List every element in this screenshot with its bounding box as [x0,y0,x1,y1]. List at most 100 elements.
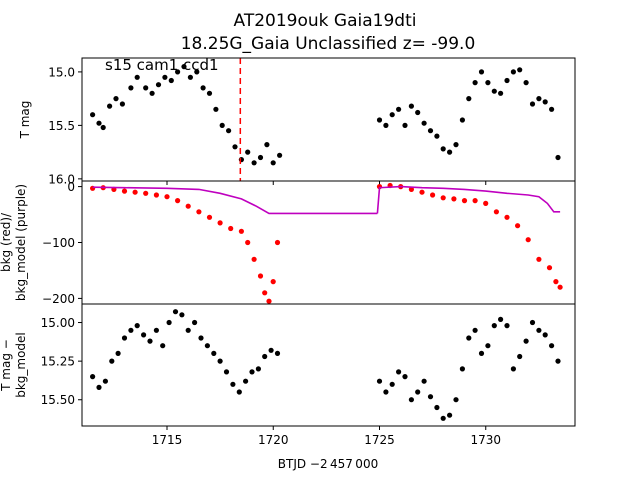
data-point [453,142,459,148]
bkg-point [262,290,268,296]
bkg-point [206,214,213,220]
bkg-point [419,189,425,195]
data-point [447,412,453,418]
bkg-point [461,198,468,204]
data-point [198,335,204,341]
y-tick-label: −200 [42,292,75,306]
data-point [498,316,504,322]
data-point [160,343,166,349]
data-point [510,69,516,75]
data-point [555,358,561,364]
data-point [143,85,149,91]
bkg-point [440,195,446,201]
data-point [274,350,281,356]
data-point [232,144,238,150]
data-point [134,323,140,329]
data-point [427,128,434,134]
bkg-point [557,284,563,290]
data-point [211,350,217,356]
data-point [491,88,497,94]
bkg-point [164,194,170,200]
data-point [270,160,276,166]
bkg-point [274,239,281,246]
bkg-point [175,198,181,204]
data-point [217,358,223,364]
data-point [119,101,125,107]
bkg-model-line [376,185,561,214]
data-point [113,96,119,102]
data-point [396,369,402,375]
data-point [245,149,251,155]
bkg-model-line [92,186,378,215]
bkg-point [504,214,510,220]
data-point [128,85,134,91]
data-point [498,90,504,96]
data-point [510,366,516,372]
data-point [504,323,510,329]
data-point [141,332,147,338]
data-point [194,69,200,75]
data-point [236,389,242,395]
data-point [121,335,128,341]
data-point [447,149,453,155]
data-point [264,142,270,148]
data-point [100,124,106,131]
data-point [517,353,523,360]
data-point [206,90,213,96]
y-axis-label: bkg_model [14,332,28,398]
data-point [251,160,257,166]
data-point [542,332,548,338]
data-point [109,358,115,364]
data-point [96,384,102,390]
panel-top: 15.0 15.5 16.0 T mag s15 cam1 ccd1 [18,56,576,186]
bkg-point [257,273,264,279]
data-point [472,80,478,86]
data-point [204,343,210,349]
data-point [192,319,198,326]
y-axis-label: T mag [18,101,32,140]
panel-annotation: s15 cam1 ccd1 [105,56,219,74]
data-point [149,90,155,96]
bkg-point [546,265,553,271]
bkg-point [228,225,234,232]
data-point [128,327,134,333]
data-point [434,133,440,139]
bkg-point [143,190,149,196]
data-point [402,122,408,128]
data-point [504,77,510,84]
data-point [549,343,555,349]
y-tick-label: 16.0 [48,172,75,186]
data-point [107,103,113,109]
data-point [529,101,536,107]
data-point [408,103,414,109]
data-point [90,374,96,380]
data-point [389,381,395,387]
data-point [453,397,459,403]
bkg-point [270,279,276,285]
data-point [549,106,555,112]
data-point [223,369,230,375]
bkg-point [515,223,521,229]
data-point [219,122,225,128]
data-point [402,374,408,380]
data-point [376,378,383,384]
bkg-point [525,237,531,243]
y-tick-label: −100 [42,236,75,250]
data-point [162,74,168,80]
bkg-point [251,256,257,262]
y-tick-label: 15.0 [48,65,75,79]
panel-middle: 0 −100 −200 bkg (red)/bkg_model (purple) [0,180,576,306]
data-point [90,112,96,118]
data-point [542,99,548,105]
y-tick-label: 15.00 [41,316,75,330]
data-point [415,109,421,116]
data-point [536,327,542,333]
data-point [536,96,542,102]
bkg-point [493,209,499,215]
y-axis-label: bkg (red)/ [0,212,13,272]
data-point [187,74,193,80]
data-point [155,82,162,88]
panel-bottom: 15.00 15.25 15.50 1715 1720 1725 1730 T mag − bk… [0,303,576,447]
data-point [115,350,121,356]
data-point [523,338,529,344]
